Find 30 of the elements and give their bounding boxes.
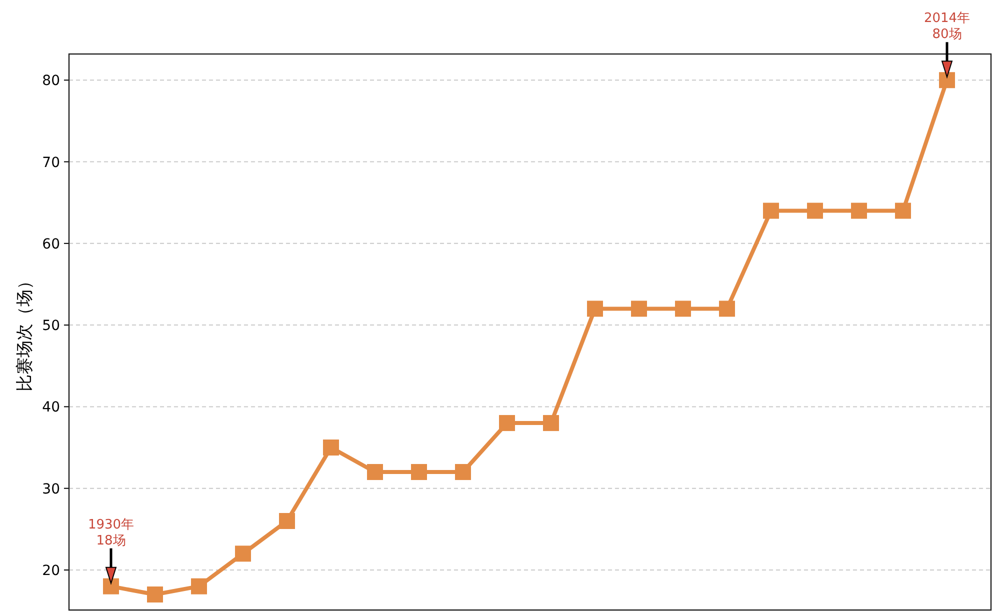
point — [939, 72, 955, 88]
point — [147, 586, 163, 602]
annotation: 1930年 18场 — [88, 517, 134, 548]
y-tick-label: 70 — [42, 154, 60, 171]
y-tick-label: 30 — [42, 481, 60, 498]
point — [763, 202, 779, 219]
y-tick-label: 40 — [42, 400, 60, 416]
point — [719, 300, 735, 317]
point — [279, 513, 295, 530]
point — [235, 546, 251, 562]
annotation: 2014年 80场 — [924, 11, 970, 42]
point — [895, 202, 911, 219]
y-tick-label: 60 — [42, 236, 60, 252]
y-tick-label: 80 — [42, 73, 60, 90]
point — [103, 578, 119, 594]
point — [543, 415, 559, 432]
point — [323, 440, 339, 456]
point — [411, 464, 427, 480]
point — [631, 300, 647, 317]
point — [191, 578, 207, 594]
point — [807, 202, 823, 219]
point — [499, 415, 515, 432]
point — [367, 464, 383, 480]
y-tick-label: 20 — [42, 562, 60, 579]
point — [587, 300, 603, 317]
point — [675, 300, 691, 317]
y-axis-title: 比赛场次（场） — [15, 272, 35, 392]
y-tick-label: 50 — [42, 318, 60, 334]
point — [851, 202, 867, 219]
point — [455, 464, 471, 480]
